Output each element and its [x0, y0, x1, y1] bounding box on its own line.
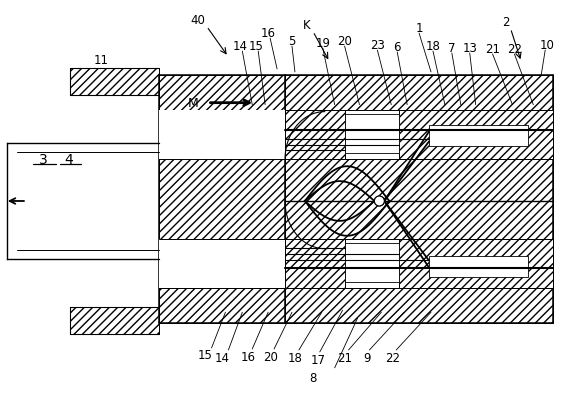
Text: 20: 20: [337, 34, 352, 47]
Bar: [344, 243, 399, 283]
Text: 21: 21: [337, 352, 352, 365]
Bar: [285, 239, 344, 289]
Bar: [159, 289, 285, 323]
Text: 4: 4: [64, 153, 73, 167]
Bar: [285, 239, 553, 289]
Bar: [285, 110, 344, 160]
Text: 14: 14: [233, 39, 248, 53]
Text: 40: 40: [190, 14, 205, 27]
Text: 16: 16: [260, 26, 275, 40]
Bar: [159, 76, 285, 110]
Bar: [429, 256, 528, 278]
Text: K: K: [303, 19, 311, 32]
Bar: [285, 76, 553, 110]
Text: 8: 8: [309, 371, 316, 384]
Text: 23: 23: [370, 38, 385, 51]
Bar: [159, 110, 285, 239]
Circle shape: [374, 196, 384, 207]
Text: 11: 11: [94, 55, 109, 67]
Text: 17: 17: [310, 354, 325, 367]
Bar: [70, 69, 159, 95]
Text: 7: 7: [448, 41, 455, 55]
Circle shape: [374, 196, 384, 207]
Bar: [70, 308, 159, 334]
Bar: [285, 110, 553, 160]
Text: 1: 1: [415, 22, 423, 34]
Text: 19: 19: [315, 36, 330, 49]
Bar: [399, 239, 553, 289]
Bar: [429, 125, 528, 147]
Text: 2: 2: [502, 16, 509, 29]
Text: 18: 18: [426, 39, 440, 53]
Bar: [399, 110, 553, 160]
Bar: [285, 289, 553, 323]
Bar: [344, 114, 399, 154]
Text: 16: 16: [241, 350, 256, 363]
Text: 6: 6: [393, 41, 401, 53]
Bar: [285, 110, 344, 160]
Text: 20: 20: [263, 350, 278, 363]
Text: M: M: [187, 97, 198, 110]
Text: 21: 21: [485, 43, 500, 55]
Text: 22: 22: [385, 352, 400, 365]
Bar: [285, 239, 344, 289]
Text: 18: 18: [288, 352, 302, 365]
Text: 3: 3: [39, 153, 48, 167]
Bar: [159, 239, 285, 289]
Text: 15: 15: [249, 39, 264, 53]
Text: 10: 10: [540, 38, 555, 51]
Text: 5: 5: [288, 34, 296, 47]
Text: 15: 15: [198, 348, 213, 362]
Text: 9: 9: [364, 352, 371, 365]
Bar: [159, 110, 285, 160]
Text: 14: 14: [215, 352, 230, 365]
Text: 13: 13: [462, 41, 477, 55]
Text: 22: 22: [507, 43, 522, 55]
Bar: [285, 110, 553, 243]
